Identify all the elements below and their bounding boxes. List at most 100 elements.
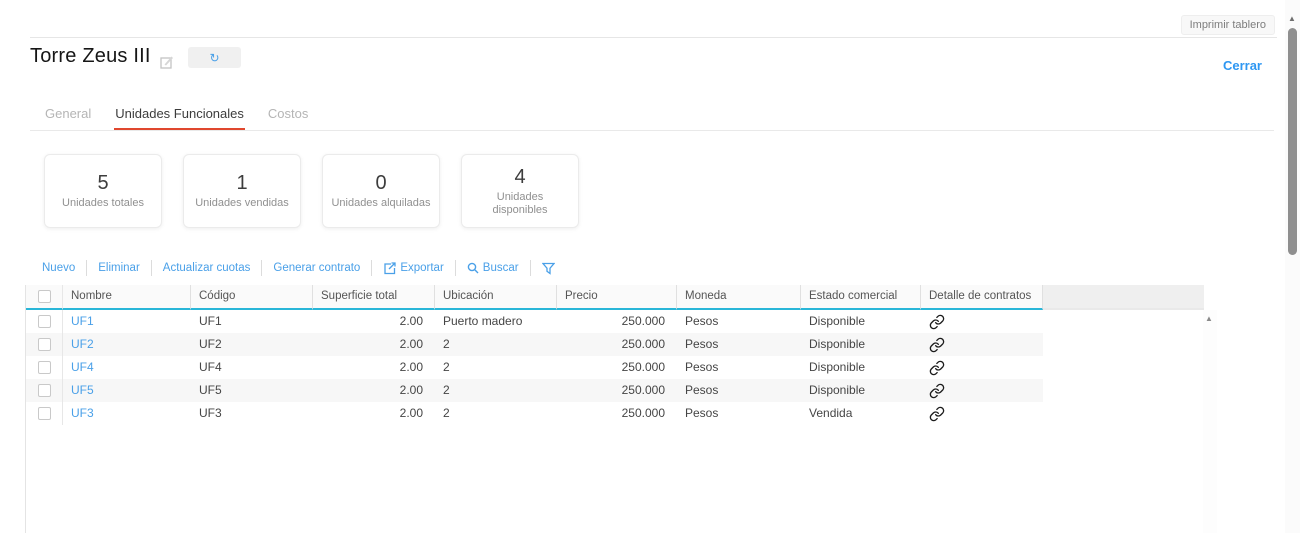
unit-name-link[interactable]: UF3 (63, 402, 191, 425)
chain-link-icon[interactable] (929, 360, 945, 376)
toolbar-separator (529, 260, 531, 276)
refresh-button[interactable]: ↻ (188, 47, 241, 68)
toolbar-separator (261, 260, 263, 276)
table-scrollbar[interactable]: ▲ (1203, 310, 1217, 533)
toolbar-separator (150, 260, 152, 276)
update-quotas-button[interactable]: Actualizar cuotas (162, 262, 251, 274)
column-header-ubicacion[interactable]: Ubicación (435, 285, 557, 310)
tab-unidades-funcionales[interactable]: Unidades Funcionales (114, 104, 245, 131)
contract-detail-cell (921, 379, 1043, 402)
column-header-nombre[interactable]: Nombre (63, 285, 191, 310)
new-button[interactable]: Nuevo (42, 262, 76, 274)
unit-currency-cell: Pesos (677, 402, 801, 425)
card-unidades-vendidas: 1 Unidades vendidas (183, 154, 301, 228)
search-icon (467, 262, 479, 274)
unit-code-cell: UF3 (191, 402, 313, 425)
unit-surface-cell: 2.00 (313, 379, 435, 402)
unit-location-cell: 2 (435, 356, 557, 379)
unit-surface-cell: 2.00 (313, 402, 435, 425)
select-all-cell (26, 285, 63, 310)
chain-link-icon[interactable] (929, 337, 945, 353)
row-select-cell (26, 333, 63, 356)
card-label: Unidades alquiladas (331, 197, 431, 209)
export-icon (383, 261, 396, 275)
row-checkbox[interactable] (37, 407, 51, 420)
unit-status-cell: Vendida (801, 402, 921, 425)
print-board-button[interactable]: Imprimir tablero (1180, 15, 1275, 35)
column-header-estado-comercial[interactable]: Estado comercial (801, 285, 921, 310)
unit-name-link[interactable]: UF2 (63, 333, 191, 356)
table-scrollbar-up-icon[interactable]: ▲ (1205, 314, 1213, 323)
card-label: Unidades vendidas (195, 197, 289, 209)
page-scrollbar[interactable]: ▲ (1285, 0, 1300, 533)
row-select-cell (26, 310, 63, 333)
card-value: 4 (514, 165, 526, 188)
unit-currency-cell: Pesos (677, 379, 801, 402)
row-checkbox[interactable] (37, 361, 51, 374)
card-value: 5 (97, 172, 109, 194)
filter-button[interactable] (541, 262, 555, 275)
close-button[interactable]: Cerrar (1222, 58, 1262, 73)
unit-location-cell: Puerto madero (435, 310, 557, 333)
row-filler (1043, 310, 1204, 333)
unit-price-cell: 250.000 (557, 356, 677, 379)
row-checkbox[interactable] (37, 315, 51, 328)
card-value: 1 (236, 172, 248, 194)
column-header-precio[interactable]: Precio (557, 285, 677, 310)
tabs-divider (30, 130, 1274, 131)
unit-name-link[interactable]: UF4 (63, 356, 191, 379)
unit-price-cell: 250.000 (557, 402, 677, 425)
generate-contract-button[interactable]: Generar contrato (273, 262, 361, 274)
table-row: UF1 UF1 2.00 Puerto madero 250.000 Pesos… (26, 310, 1217, 333)
top-divider (30, 37, 1277, 38)
unit-name-link[interactable]: UF1 (63, 310, 191, 333)
unit-code-cell: UF5 (191, 379, 313, 402)
unit-location-cell: 2 (435, 379, 557, 402)
row-filler (1043, 402, 1204, 425)
chain-link-icon[interactable] (929, 314, 945, 330)
table-row: UF3 UF3 2.00 2 250.000 Pesos Vendida (26, 402, 1217, 425)
table-row: UF4 UF4 2.00 2 250.000 Pesos Disponible (26, 356, 1217, 379)
row-select-cell (26, 356, 63, 379)
card-unidades-alquiladas: 0 Unidades alquiladas (322, 154, 440, 228)
unit-price-cell: 250.000 (557, 333, 677, 356)
unit-price-cell: 250.000 (557, 379, 677, 402)
card-label: Unidades disponibles (492, 190, 548, 216)
unit-location-cell: 2 (435, 402, 557, 425)
delete-button[interactable]: Eliminar (98, 262, 140, 274)
row-checkbox[interactable] (37, 384, 51, 397)
column-header-codigo[interactable]: Código (191, 285, 313, 310)
unit-surface-cell: 2.00 (313, 356, 435, 379)
column-header-superficie-total[interactable]: Superficie total (313, 285, 435, 310)
export-label: Exportar (400, 262, 444, 274)
contract-detail-cell (921, 333, 1043, 356)
select-all-checkbox[interactable] (37, 290, 51, 303)
unit-name-link[interactable]: UF5 (63, 379, 191, 402)
unit-price-cell: 250.000 (557, 310, 677, 333)
tab-bar: General Unidades Funcionales Costos (44, 104, 309, 131)
scrollbar-up-icon[interactable]: ▲ (1288, 14, 1296, 23)
unit-code-cell: UF1 (191, 310, 313, 333)
edit-title-icon[interactable] (160, 55, 174, 69)
row-select-cell (26, 379, 63, 402)
chain-link-icon[interactable] (929, 406, 945, 422)
row-checkbox[interactable] (37, 338, 51, 351)
unit-location-cell: 2 (435, 333, 557, 356)
table-row: UF5 UF5 2.00 2 250.000 Pesos Disponible (26, 379, 1217, 402)
search-label: Buscar (482, 262, 519, 274)
card-unidades-totales: 5 Unidades totales (44, 154, 162, 228)
toolbar-separator (371, 260, 373, 276)
export-button[interactable]: Exportar (383, 261, 444, 275)
unit-status-cell: Disponible (801, 379, 921, 402)
tab-costos[interactable]: Costos (267, 106, 309, 121)
tab-general[interactable]: General (45, 106, 92, 121)
column-header-detalle-contratos[interactable]: Detalle de contratos (921, 285, 1043, 310)
unit-status-cell: Disponible (801, 310, 921, 333)
search-button[interactable]: Buscar (467, 262, 519, 274)
unit-status-cell: Disponible (801, 356, 921, 379)
table-row: UF2 UF2 2.00 2 250.000 Pesos Disponible (26, 333, 1217, 356)
contract-detail-cell (921, 402, 1043, 425)
page-scrollbar-thumb[interactable] (1288, 28, 1297, 255)
chain-link-icon[interactable] (929, 383, 945, 399)
column-header-moneda[interactable]: Moneda (677, 285, 801, 310)
